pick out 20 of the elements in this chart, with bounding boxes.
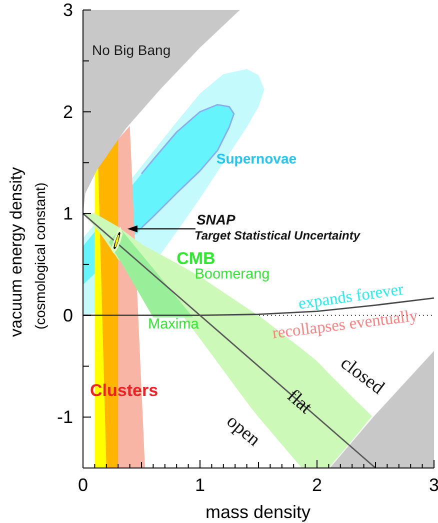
x-tick-label: 1 [194,475,206,495]
x-tick-label: 0 [78,475,88,495]
y-tick-label: 1 [62,204,73,224]
annotation: Supernovae [216,150,297,167]
annotation: SNAP Target Statistical Uncertainty [194,211,362,242]
y-tick-label: -1 [56,407,73,428]
x-tick-label: 2 [312,475,322,495]
y-tick-label: 0 [62,305,73,326]
text: flat [283,386,316,419]
annotation: CMB [176,248,216,268]
y-tick-label: 3 [62,0,73,20]
annotation: Maxima [148,316,199,334]
x-axis-title: mass density [205,501,311,523]
annotation: Boomerang [194,266,270,283]
annotation: No Big Bang [92,42,171,58]
annotation: Clusters [90,381,158,401]
x-tick-label: 3 [428,475,438,495]
y-axis-title: vacuum energy density (cosmological constant) [8,167,48,337]
y-tick-label: 2 [62,102,73,122]
annotation: open [222,410,264,452]
